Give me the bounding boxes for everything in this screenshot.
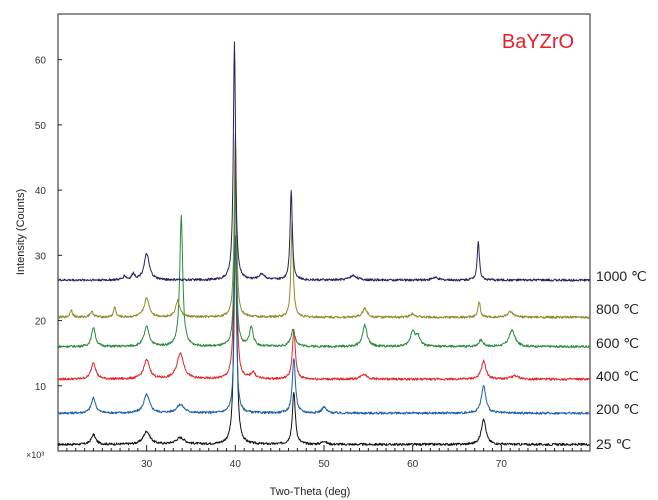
- y-tick-label: 50: [35, 121, 47, 132]
- x-tick-label: 70: [496, 459, 508, 470]
- y-tick-label: 30: [35, 251, 47, 262]
- series-label: 200 ℃: [596, 401, 639, 417]
- series-label: 25 ℃: [596, 436, 631, 452]
- y-axis-title: Intensity (Counts): [15, 189, 27, 275]
- series-line: [57, 235, 591, 415]
- series-label: 800 ℃: [596, 301, 639, 317]
- series-label: 600 ℃: [596, 335, 639, 351]
- y-tick-label: 60: [35, 56, 47, 67]
- y-tick-label: 40: [35, 186, 47, 197]
- series-label: 400 ℃: [596, 368, 639, 384]
- y-tick-label: 10: [35, 382, 47, 393]
- x-tick-label: 60: [407, 459, 419, 470]
- y-tick-label: 20: [35, 317, 47, 328]
- series-labels: 25 ℃ 200 ℃ 400 ℃ 600 ℃ 800 ℃ 1000 ℃: [596, 268, 647, 452]
- x-axis-title: Two-Theta (deg): [270, 486, 351, 498]
- series-line: [57, 133, 591, 319]
- series-line: [57, 41, 591, 282]
- x-tick-label: 40: [230, 459, 242, 470]
- chart-title: BaYZrO: [502, 31, 574, 53]
- y-multiplier-label: ×10³: [26, 450, 44, 460]
- x-axis-ticks: 30 40 50 60 70: [66, 445, 582, 470]
- series-line: [57, 175, 591, 349]
- plot-frame: [57, 13, 591, 452]
- series-layer: [57, 41, 591, 447]
- x-tick-label: 30: [141, 459, 153, 470]
- y-axis-ticks: 10 20 30 40 50 60: [35, 56, 62, 393]
- x-tick-label: 50: [318, 459, 330, 470]
- series-line: [57, 139, 591, 381]
- series-line: [57, 149, 591, 447]
- series-label: 1000 ℃: [596, 268, 647, 284]
